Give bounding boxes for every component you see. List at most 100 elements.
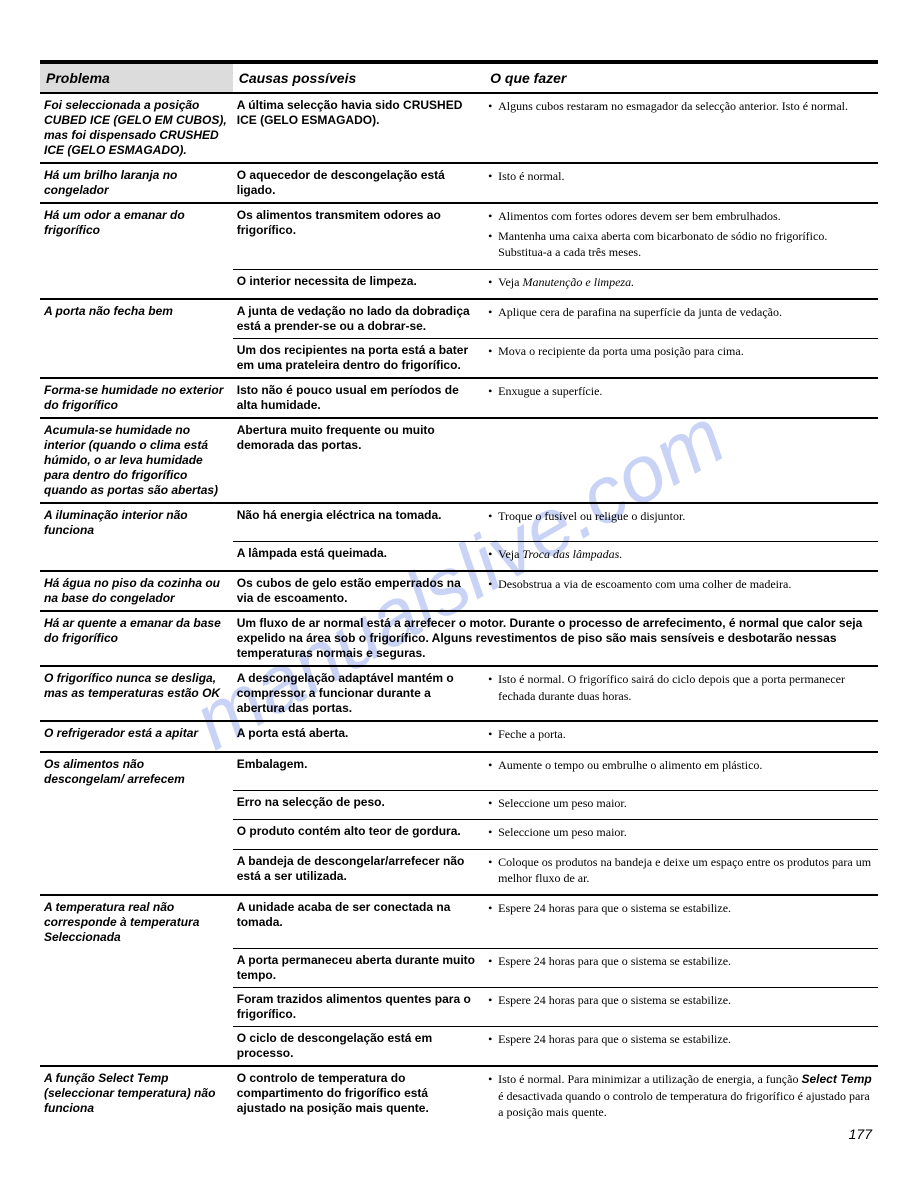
action-item: Veja Troca das lâmpadas. xyxy=(488,546,872,562)
table-row: A função Select Temp (seleccionar temper… xyxy=(40,1066,878,1128)
table-row: Há um brilho laranja no congeladorO aque… xyxy=(40,163,878,203)
cause-cell: O aquecedor de descongelação está ligado… xyxy=(233,163,484,203)
action-list: Aumente o tempo ou embrulhe o alimento e… xyxy=(488,757,872,773)
table-row: A porta não fecha bemA junta de vedação … xyxy=(40,299,878,339)
table-row: Foram trazidos alimentos quentes para o … xyxy=(40,988,878,1027)
problem-cell: A função Select Temp (seleccionar temper… xyxy=(40,1066,233,1128)
cause-cell: O interior necessita de limpeza. xyxy=(233,269,484,299)
action-list: Troque o fusível ou religue o disjuntor. xyxy=(488,508,872,524)
action-cell: Alguns cubos restaram no esmagador da se… xyxy=(484,93,878,163)
action-item: Espere 24 horas para que o sistema se es… xyxy=(488,1031,872,1047)
action-cell: Aplique cera de parafina na superfície d… xyxy=(484,299,878,339)
action-cell: Isto é normal. xyxy=(484,163,878,203)
problem-cell: O refrigerador está a apitar xyxy=(40,721,233,751)
cause-cell: Isto não é pouco usual em períodos de al… xyxy=(233,378,484,418)
cause-cell: A descongelação adaptável mantém o compr… xyxy=(233,666,484,721)
problem-cell: Há um brilho laranja no congelador xyxy=(40,163,233,203)
action-item: Seleccione um peso maior. xyxy=(488,795,872,811)
action-cell: Alimentos com fortes odores devem ser be… xyxy=(484,203,878,269)
table-row: A bandeja de descongelar/arrefecer não e… xyxy=(40,849,878,895)
cause-cell: A junta de vedação no lado da dobradiça … xyxy=(233,299,484,339)
cause-cell: A unidade acaba de ser conectada na toma… xyxy=(233,895,484,949)
action-item: Feche a porta. xyxy=(488,726,872,742)
action-cell: Veja Manutenção e limpeza. xyxy=(484,269,878,299)
cause-cell: Erro na selecção de peso. xyxy=(233,791,484,820)
troubleshooting-table: Problema Causas possíveis O que fazer Fo… xyxy=(40,60,878,1128)
action-item: Isto é normal. O frigorífico sairá do ci… xyxy=(488,671,872,703)
problem-cell xyxy=(40,820,233,849)
action-item: Espere 24 horas para que o sistema se es… xyxy=(488,900,872,916)
action-item: Seleccione um peso maior. xyxy=(488,824,872,840)
problem-cell: O frigorífico nunca se desliga, mas as t… xyxy=(40,666,233,721)
action-item: Alimentos com fortes odores devem ser be… xyxy=(488,208,872,224)
action-cell: Seleccione um peso maior. xyxy=(484,820,878,849)
cause-cell: A lâmpada está queimada. xyxy=(233,542,484,572)
cause-cell: O produto contém alto teor de gordura. xyxy=(233,820,484,849)
cause-cell: A porta permaneceu aberta durante muito … xyxy=(233,949,484,988)
action-item: Coloque os produtos na bandeja e deixe u… xyxy=(488,854,872,886)
action-list: Isto é normal. O frigorífico sairá do ci… xyxy=(488,671,872,703)
table-row: O frigorífico nunca se desliga, mas as t… xyxy=(40,666,878,721)
action-list: Enxugue a superfície. xyxy=(488,383,872,399)
problem-cell: Forma-se humidade no exterior do frigorí… xyxy=(40,378,233,418)
cause-cell: Um fluxo de ar normal está a arrefecer o… xyxy=(233,611,878,666)
action-item: Enxugue a superfície. xyxy=(488,383,872,399)
cause-cell: Um dos recipientes na porta está a bater… xyxy=(233,338,484,378)
action-cell: Veja Troca das lâmpadas. xyxy=(484,542,878,572)
cause-cell: Não há energia eléctrica na tomada. xyxy=(233,503,484,542)
action-item: Mantenha uma caixa aberta com bicarbonat… xyxy=(488,228,872,260)
action-cell: Espere 24 horas para que o sistema se es… xyxy=(484,895,878,949)
cause-cell: O controlo de temperatura do compartimen… xyxy=(233,1066,484,1128)
header-row: Problema Causas possíveis O que fazer xyxy=(40,62,878,93)
action-item: Mova o recipiente da porta uma posição p… xyxy=(488,343,872,359)
problem-cell: A iluminação interior não funciona xyxy=(40,503,233,542)
problem-cell: Há água no piso da cozinha ou na base do… xyxy=(40,571,233,611)
action-item: Desobstrua a via de escoamento com uma c… xyxy=(488,576,872,592)
table-row: Erro na selecção de peso.Seleccione um p… xyxy=(40,791,878,820)
problem-cell xyxy=(40,988,233,1027)
cause-cell: A porta está aberta. xyxy=(233,721,484,751)
problem-cell xyxy=(40,849,233,895)
action-cell: Feche a porta. xyxy=(484,721,878,751)
cause-cell: A bandeja de descongelar/arrefecer não e… xyxy=(233,849,484,895)
action-cell: Espere 24 horas para que o sistema se es… xyxy=(484,949,878,988)
cause-cell: O ciclo de descongelação está em process… xyxy=(233,1027,484,1067)
header-cause: Causas possíveis xyxy=(233,62,484,93)
table-row: Forma-se humidade no exterior do frigorí… xyxy=(40,378,878,418)
table-row: Há ar quente a emanar da base do frigorí… xyxy=(40,611,878,666)
action-item: Espere 24 horas para que o sistema se es… xyxy=(488,953,872,969)
action-cell xyxy=(484,418,878,503)
action-cell: Coloque os produtos na bandeja e deixe u… xyxy=(484,849,878,895)
action-item: Isto é normal. Para minimizar a utilizaç… xyxy=(488,1071,872,1120)
problem-cell xyxy=(40,949,233,988)
action-cell: Espere 24 horas para que o sistema se es… xyxy=(484,1027,878,1067)
action-list: Veja Troca das lâmpadas. xyxy=(488,546,872,562)
action-list: Espere 24 horas para que o sistema se es… xyxy=(488,900,872,916)
action-cell: Isto é normal. O frigorífico sairá do ci… xyxy=(484,666,878,721)
action-item: Veja Manutenção e limpeza. xyxy=(488,274,872,290)
table-row: O refrigerador está a apitarA porta está… xyxy=(40,721,878,751)
problem-cell: Acumula-se humidade no interior (quando … xyxy=(40,418,233,503)
action-list: Espere 24 horas para que o sistema se es… xyxy=(488,1031,872,1047)
table-row: A temperatura real não corresponde à tem… xyxy=(40,895,878,949)
table-row: O ciclo de descongelação está em process… xyxy=(40,1027,878,1067)
table-row: Os alimentos não descongelam/ arrefecemE… xyxy=(40,752,878,791)
action-list: Espere 24 horas para que o sistema se es… xyxy=(488,992,872,1008)
page-number: 177 xyxy=(849,1126,872,1142)
action-list: Seleccione um peso maior. xyxy=(488,795,872,811)
action-list: Isto é normal. xyxy=(488,168,872,184)
table-row: Há água no piso da cozinha ou na base do… xyxy=(40,571,878,611)
problem-cell xyxy=(40,1027,233,1067)
action-item: Isto é normal. xyxy=(488,168,872,184)
problem-cell xyxy=(40,338,233,378)
problem-cell: Os alimentos não descongelam/ arrefecem xyxy=(40,752,233,791)
table-row: A lâmpada está queimada.Veja Troca das l… xyxy=(40,542,878,572)
table-row: Há um odor a emanar do frigoríficoOs ali… xyxy=(40,203,878,269)
problem-cell: Foi seleccionada a posição CUBED ICE (GE… xyxy=(40,93,233,163)
problem-cell: Há ar quente a emanar da base do frigorí… xyxy=(40,611,233,666)
action-list: Isto é normal. Para minimizar a utilizaç… xyxy=(488,1071,872,1120)
action-item: Espere 24 horas para que o sistema se es… xyxy=(488,992,872,1008)
cause-cell: Os alimentos transmitem odores ao frigor… xyxy=(233,203,484,269)
cause-cell: Embalagem. xyxy=(233,752,484,791)
action-list: Seleccione um peso maior. xyxy=(488,824,872,840)
